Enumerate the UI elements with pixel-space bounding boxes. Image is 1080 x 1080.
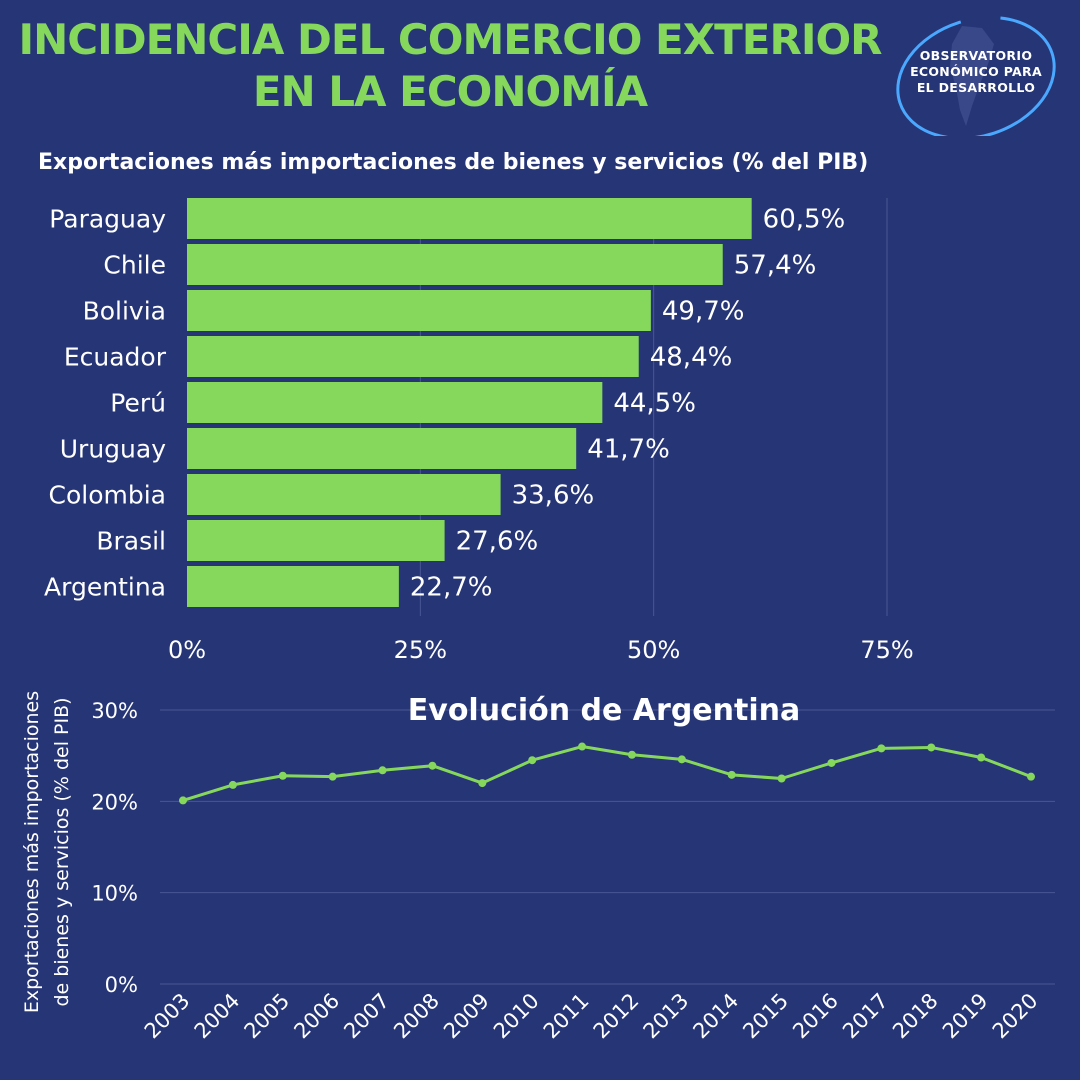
- bar: [187, 336, 639, 377]
- line-point: [578, 742, 587, 751]
- bar: [187, 290, 651, 331]
- line-point: [278, 771, 287, 780]
- bar-data-label: 33,6%: [512, 481, 595, 511]
- bar-data-label: 22,7%: [410, 573, 493, 603]
- bar-category-label: Brasil: [96, 527, 166, 556]
- line-chart: 0% 10% 20% 30% Evolución de Argentina Exporta…: [21, 691, 1055, 1044]
- bar-data-label: 60,5%: [763, 205, 846, 235]
- bar-data-label: 57,4%: [734, 251, 817, 281]
- logo-line-1: OBSERVATORIO: [919, 48, 1033, 63]
- page-title: INCIDENCIA DEL COMERCIO EXTERIOR EN LA E…: [0, 14, 900, 118]
- line-point: [827, 758, 836, 767]
- line-y-tick-label: 10%: [91, 882, 138, 906]
- line-x-tick-label: 2019: [938, 989, 993, 1044]
- logo-emblem: [896, 16, 1056, 140]
- line-y-tick-label: 30%: [91, 699, 138, 723]
- line-point: [328, 772, 337, 781]
- logo-line-3: EL DESARROLLO: [916, 80, 1036, 95]
- bar-data-label: 41,7%: [587, 435, 670, 465]
- logo: OBSERVATORIO ECONÓMICO PARA EL DESARROLL…: [890, 6, 1062, 140]
- bar-category-label: Bolivia: [83, 297, 166, 326]
- line-x-tick-label: 2020: [988, 989, 1043, 1044]
- bar-category-label: Colombia: [49, 481, 166, 510]
- line-x-tick-label: 2018: [888, 989, 943, 1044]
- line-y-axis-label: Exportaciones más importaciones de bienes…: [21, 691, 73, 1013]
- line-point: [777, 774, 786, 783]
- line-x-tick-label: 2003: [140, 989, 195, 1044]
- line-chart-title: Evolución de Argentina: [408, 693, 800, 728]
- bar-data-label: 48,4%: [650, 343, 733, 373]
- bar: [187, 382, 603, 423]
- line-x-tick-label: 2014: [688, 989, 743, 1044]
- bar-category-label: Ecuador: [64, 343, 167, 372]
- bar-data-label: 49,7%: [662, 297, 745, 327]
- line-point: [727, 770, 736, 779]
- line-point: [179, 796, 187, 805]
- bar-category-label: Argentina: [44, 573, 166, 602]
- line-x-tick-label: 2005: [240, 989, 295, 1044]
- line-x-tick-label: 2017: [838, 989, 893, 1044]
- line-point: [877, 744, 886, 753]
- line-x-tick-label: 2010: [489, 989, 544, 1044]
- line-point: [528, 756, 537, 765]
- line-x-tick-label: 2011: [539, 989, 594, 1044]
- line-point: [1027, 772, 1035, 781]
- line-x-tick-label: 2004: [190, 989, 245, 1044]
- line-point: [677, 755, 686, 764]
- line-point: [428, 761, 437, 770]
- line-point: [627, 750, 636, 759]
- logo-line-2: ECONÓMICO PARA: [910, 64, 1042, 79]
- bar-x-tick-label: 25%: [394, 636, 447, 664]
- line-x-tick-label: 2013: [639, 989, 694, 1044]
- bar: [187, 566, 399, 607]
- line-y-tick-label: 0%: [105, 973, 138, 997]
- bar-x-tick-label: 50%: [627, 636, 680, 664]
- line-x-tick-label: 2015: [738, 989, 793, 1044]
- line-point: [228, 780, 237, 789]
- bar: [187, 520, 445, 561]
- line-x-tick-label: 2007: [339, 989, 394, 1044]
- bar: [187, 198, 752, 239]
- bar: [187, 474, 501, 515]
- line-y-axis-label-line: Exportaciones más importaciones: [21, 691, 43, 1013]
- title-line-2: EN LA ECONOMÍA: [252, 67, 648, 116]
- line-point: [977, 753, 986, 762]
- bar-chart-title: Exportaciones más importaciones de biene…: [38, 150, 869, 175]
- bar-x-tick-label: 0%: [168, 636, 206, 664]
- line-series: [182, 745, 1032, 802]
- line-x-tick-label: 2016: [788, 989, 843, 1044]
- bar-category-label: Paraguay: [49, 205, 166, 234]
- line-point: [927, 743, 936, 752]
- line-point: [378, 766, 387, 775]
- line-x-tick-label: 2008: [389, 989, 444, 1044]
- bar-x-tick-label: 75%: [860, 636, 913, 664]
- bar: [187, 244, 723, 285]
- line-x-tick-label: 2012: [589, 989, 644, 1044]
- title-line-1: INCIDENCIA DEL COMERCIO EXTERIOR: [18, 15, 882, 64]
- bar-data-label: 27,6%: [456, 527, 539, 557]
- bar-chart: 0% 25% 50% 75% Paraguay 60,5% Chile 57,4% Bolivi…: [44, 198, 914, 664]
- bar-category-label: Chile: [103, 251, 166, 280]
- line-y-axis-label-line: de bienes y servicios (% del PIB): [51, 697, 73, 1006]
- line-x-tick-label: 2009: [439, 989, 494, 1044]
- bar: [187, 428, 577, 469]
- line-x-tick-label: 2006: [289, 989, 344, 1044]
- line-y-tick-label: 20%: [91, 790, 138, 814]
- bar-category-label: Uruguay: [60, 435, 166, 464]
- line-point: [478, 779, 487, 788]
- bar-category-label: Perú: [110, 389, 166, 418]
- bar-data-label: 44,5%: [613, 389, 696, 419]
